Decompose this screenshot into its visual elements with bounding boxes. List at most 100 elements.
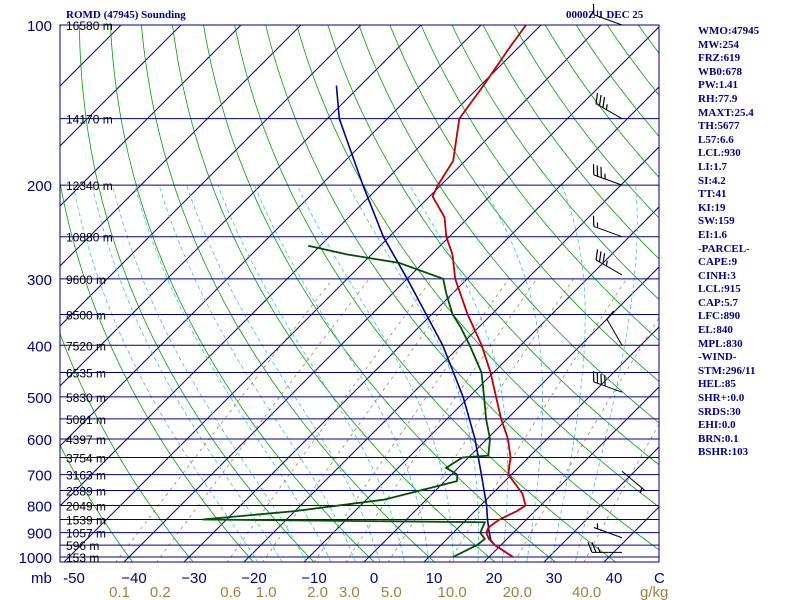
pressure-unit-label: mb [31,570,52,587]
pressure-tick-label: 200 [27,178,52,195]
index-line: -WIND- [698,351,737,364]
barb-half-feather [605,104,608,110]
isotherm-line [60,25,302,267]
dry-adiabat-line [109,25,375,562]
index-line: RH:77.9 [698,92,738,105]
barb-half-feather [596,222,599,228]
height-label: 2589 m [66,485,106,499]
wind-barb [595,92,623,120]
barb-feather [602,253,606,265]
isotherm-line [63,25,602,562]
isotherm-line [303,206,659,562]
barb-staff [593,225,623,238]
index-line: LCL:915 [698,283,741,296]
temperature-trace [431,25,527,558]
mixing-ratio-line [313,278,510,562]
height-label: 8500 m [66,308,106,322]
height-label: 16580 m [66,19,113,33]
dry-adiabat-line [172,25,496,562]
barb-staff [621,470,646,491]
wind-barbs [587,3,646,553]
barb-half-feather [604,173,606,180]
height-label: 596 m [66,539,99,553]
index-line: CAPE:9 [698,256,738,269]
isotherm-line [60,25,362,327]
pressure-tick-label: 1000 [19,550,52,567]
dry-adiabat-line [451,25,659,300]
height-label: 1057 m [66,527,106,541]
pressure-tick-label: 100 [27,18,52,35]
barb-feather [592,215,595,227]
index-line: L57:6.6 [698,133,734,146]
mixing-ratio-label: 5.0 [381,584,402,600]
moist-adiabat-line [482,184,544,562]
barb-feather [598,94,602,106]
barb-staff [593,381,623,393]
index-line: -PARCEL- [698,242,750,255]
index-line: SI:4.2 [698,174,726,187]
isotherm-line [60,25,182,147]
pressure-tick-label: 800 [27,498,52,515]
barb-feather [591,542,597,553]
index-line: LFC:890 [698,310,741,323]
pressure-tick-label: 300 [27,272,52,289]
barb-feather [595,249,599,261]
dry-adiabat-line [78,25,315,562]
index-line: FRZ:619 [698,52,741,65]
barb-staff [593,174,623,186]
mixing-ratio-line [448,278,627,562]
wind-barb [592,215,623,238]
barb-feather [592,3,595,15]
height-label: 2049 m [66,499,106,513]
height-label: 10880 m [66,231,113,245]
temperature-tick-label: 30 [546,570,563,587]
mixing-ratio-line [156,278,370,562]
index-line: CAP:5.7 [698,296,739,309]
mixing-ratio-line [226,278,433,562]
height-label: 1539 m [66,513,106,527]
height-label: 5081 m [66,413,106,427]
index-line: KI:19 [698,201,726,214]
dry-adiabat-line [420,25,659,341]
isotherm-line [60,25,422,387]
dewpoint-trace [202,244,491,558]
moist-adiabat-line [348,184,479,562]
index-line: TH:5677 [698,120,740,133]
index-line: WMO:47945 [698,25,760,37]
height-label: 5830 m [66,391,106,405]
temperature-tick-label: −20 [241,570,266,587]
moist-adiabat-line [574,185,638,562]
mixing-ratio-label: 10.0 [438,584,467,600]
isotherm-line [123,26,659,562]
dry-adiabat-line [203,25,556,562]
index-line: EL:840 [698,324,733,337]
index-line: TT:41 [698,188,727,201]
isotherm-line [60,25,242,207]
isotherm-line [363,266,659,562]
index-line: MAXT:25.4 [698,106,754,119]
mixing-ratio-label: 2.0 [307,584,328,600]
barb-feather [602,96,606,108]
background-grid [60,25,659,562]
moist-adiabat-line [296,184,454,562]
temperature-unit-label: C [654,570,665,587]
isotherm-line [183,86,659,562]
dry-adiabat-line [482,25,659,260]
barb-feather [596,165,599,177]
mixing-ratio-label: 20.0 [503,584,532,600]
isotherm-line [243,146,659,562]
height-label: 14170 m [66,113,113,127]
index-line: SRDS:30 [698,405,741,418]
barb-staff [593,14,623,26]
height-label: 153 m [66,551,99,565]
index-line: PW:1.41 [698,79,739,92]
wind-barb [587,542,622,553]
temperature-tick-label: −40 [121,570,146,587]
height-label: 3163 m [66,469,106,483]
isotherm-line [60,25,482,447]
height-label: 9600 m [66,273,106,287]
barb-feather [598,251,602,263]
barb-staff [606,319,623,346]
index-line: CINH:3 [698,269,736,282]
